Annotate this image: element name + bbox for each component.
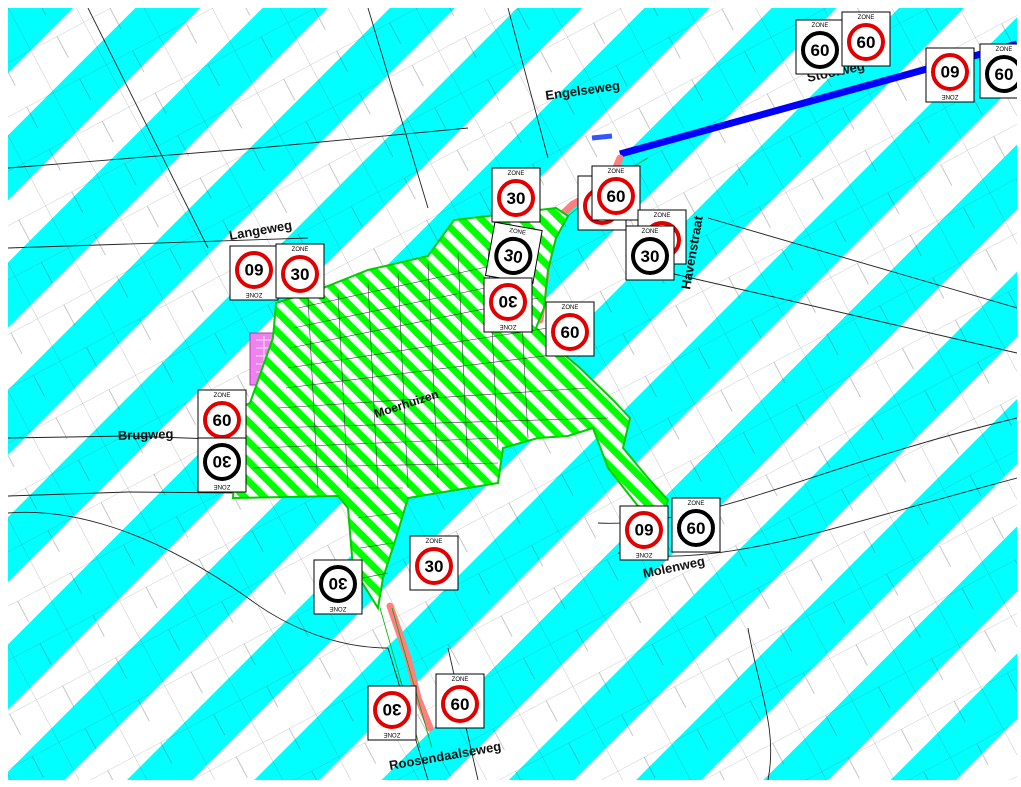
speed-sign-60: ZONE 60 (619, 505, 669, 561)
sign-speed-value: 60 (245, 260, 264, 279)
zone-30-area (231, 206, 670, 611)
sign-zone-label: ZONE (996, 47, 1013, 53)
sign-zone-label: ZONE (654, 213, 671, 219)
sign-speed-value: 30 (329, 574, 348, 593)
sign-zone-label: ZONE (509, 228, 526, 237)
sign-speed-value: 30 (291, 265, 310, 284)
sign-zone-label: ZONE (636, 551, 653, 557)
blue-road-marker (591, 133, 613, 141)
speed-sign-30: ZONE 30 (625, 225, 675, 281)
sign-ring (551, 313, 589, 351)
speed-sign-60: ZONE 60 (979, 43, 1017, 99)
sign-ring (373, 691, 411, 729)
speed-signs: ZONE60ZONE60ZONE60ZONE60ZONE30ZONE30ZONE… (197, 11, 1017, 741)
sign-speed-value: 30 (502, 245, 524, 267)
speed-zone-map[interactable]: Engelseweg Stoofweg Langeweg Havenstraat… (8, 8, 1017, 780)
sign-speed-value: 30 (213, 452, 232, 471)
sign-zone-label: ZONE (384, 731, 401, 737)
sign-speed-value: 30 (507, 189, 526, 208)
speed-sign-30: ZONE 30 (491, 167, 541, 223)
sign-ring (625, 511, 663, 549)
sign-zone-label: ZONE (292, 247, 309, 253)
sign-speed-value: 60 (561, 323, 580, 342)
speed-sign-30: ZONE 30 (367, 685, 417, 741)
sign-ring (203, 443, 241, 481)
speed-sign-30: ZONE 30 (409, 535, 459, 591)
sign-ring (631, 237, 669, 275)
sign-ring (319, 565, 357, 603)
sign-ring (931, 53, 969, 91)
speed-sign-30: ZONE 30 (275, 243, 325, 299)
speed-sign-30: ZONE 30 (197, 437, 247, 493)
sign-ring (597, 177, 635, 215)
sign-zone-label: ZONE (246, 291, 263, 297)
sign-zone-label: ZONE (452, 677, 469, 683)
sign-ring (235, 251, 273, 289)
speed-sign-30: ZONE 30 (484, 221, 543, 285)
sign-ring (489, 283, 527, 321)
sign-zone-label: ZONE (508, 171, 525, 177)
sign-ring (203, 401, 241, 439)
sign-zone-label: ZONE (330, 605, 347, 611)
sign-ring (985, 55, 1017, 93)
speed-sign-60: ZONE 60 (591, 165, 641, 221)
sign-speed-value: 60 (213, 411, 232, 430)
sign-ring (494, 236, 533, 275)
sign-speed-value: 60 (995, 65, 1014, 84)
sign-ring (801, 31, 839, 69)
sign-speed-value: 30 (499, 292, 518, 311)
speed-sign-30: ZONE 30 (313, 559, 363, 615)
speed-sign-60: ZONE 60 (671, 497, 721, 553)
sign-ring (441, 685, 479, 723)
sign-zone-label: ZONE (608, 169, 625, 175)
village-parcels (252, 242, 609, 579)
sign-zone-label: ZONE (642, 229, 659, 235)
speed-sign-60: ZONE 60 (925, 47, 975, 103)
road-lines (8, 8, 1017, 780)
sign-speed-value: 60 (941, 62, 960, 81)
sign-speed-value: 60 (451, 695, 470, 714)
sign-zone-label: ZONE (858, 15, 875, 21)
sign-ring (847, 23, 885, 61)
sign-ring (281, 255, 319, 293)
sign-zone-label: ZONE (688, 501, 705, 507)
speed-sign-60: ZONE 60 (197, 389, 247, 445)
sign-speed-value: 30 (425, 557, 444, 576)
sign-speed-value: 60 (635, 520, 654, 539)
street-label-brugweg: Brugweg (118, 426, 174, 443)
sign-ring (415, 547, 453, 585)
sign-speed-value: 30 (641, 247, 660, 266)
speed-sign-60: ZONE 60 (795, 19, 845, 75)
sign-speed-value: 60 (607, 187, 626, 206)
sign-zone-label: ZONE (812, 23, 829, 29)
speed-sign-60: ZONE 60 (435, 673, 485, 729)
speed-sign-60: ZONE 60 (545, 301, 595, 357)
speed-sign-30: ZONE 30 (483, 277, 533, 333)
sign-zone-label: ZONE (214, 393, 231, 399)
sign-zone-label: ZONE (500, 323, 517, 329)
speed-sign-60: ZONE 60 (841, 11, 891, 67)
sign-speed-value: 60 (687, 519, 706, 538)
sign-ring (677, 509, 715, 547)
sign-ring (497, 179, 535, 217)
sign-zone-label: ZONE (942, 93, 959, 99)
sign-speed-value: 60 (857, 33, 876, 52)
sign-zone-label: ZONE (562, 305, 579, 311)
sign-zone-label: ZONE (214, 483, 231, 489)
speed-sign-60: ZONE 60 (229, 245, 279, 301)
sign-zone-label: ZONE (426, 539, 443, 545)
sign-speed-value: 60 (811, 41, 830, 60)
sign-speed-value: 30 (383, 700, 402, 719)
